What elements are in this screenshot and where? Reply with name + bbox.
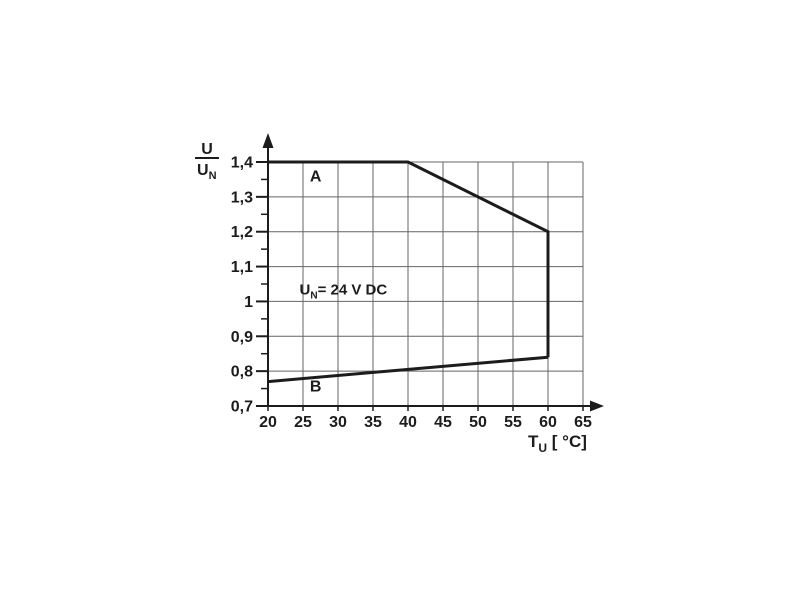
curve-label-B: B [310,379,322,396]
x-axis-arrow [590,400,604,412]
x-tick-label: 40 [399,414,417,431]
y-tick-label: 1,3 [231,189,253,206]
grid [267,161,584,407]
curve-label-A: A [310,168,322,185]
curve-A [268,160,550,358]
y-tick-label: 0,7 [231,399,253,416]
y-tick-label: 0,9 [231,329,253,346]
x-axis-label: TU [ °C] [528,432,587,455]
x-tick-label: 55 [504,414,522,431]
axis-ticks [256,161,584,411]
y-tick-labels: 0,7 0,8 0,9 1 1,1 1,2 1,3 1,4 [231,155,253,416]
x-tick-label: 35 [364,414,382,431]
y-axis-label: U UN [195,141,219,182]
x-tick-label: 65 [574,414,592,431]
x-tick-label: 30 [329,414,347,431]
y-axis-label-denominator: UN [197,162,217,182]
y-tick-label: 1,1 [231,259,253,276]
x-tick-label: 60 [539,414,557,431]
annotation-nominal-voltage: UN= 24 V DC [300,281,388,301]
x-tick-label: 50 [469,414,487,431]
y-axis-arrow [262,133,274,148]
axes [262,133,604,412]
x-tick-label: 20 [259,414,277,431]
y-tick-label: 1,4 [231,155,253,172]
x-tick-label: 25 [294,414,312,431]
x-tick-label: 45 [434,414,452,431]
y-tick-label: 1,2 [231,224,253,241]
curve-B [267,355,549,384]
y-tick-label: 1 [244,294,253,311]
y-tick-label: 0,8 [231,364,253,381]
y-axis-label-numerator: U [201,141,213,158]
x-tick-labels: 20 25 30 35 40 45 50 55 60 65 [259,414,592,431]
